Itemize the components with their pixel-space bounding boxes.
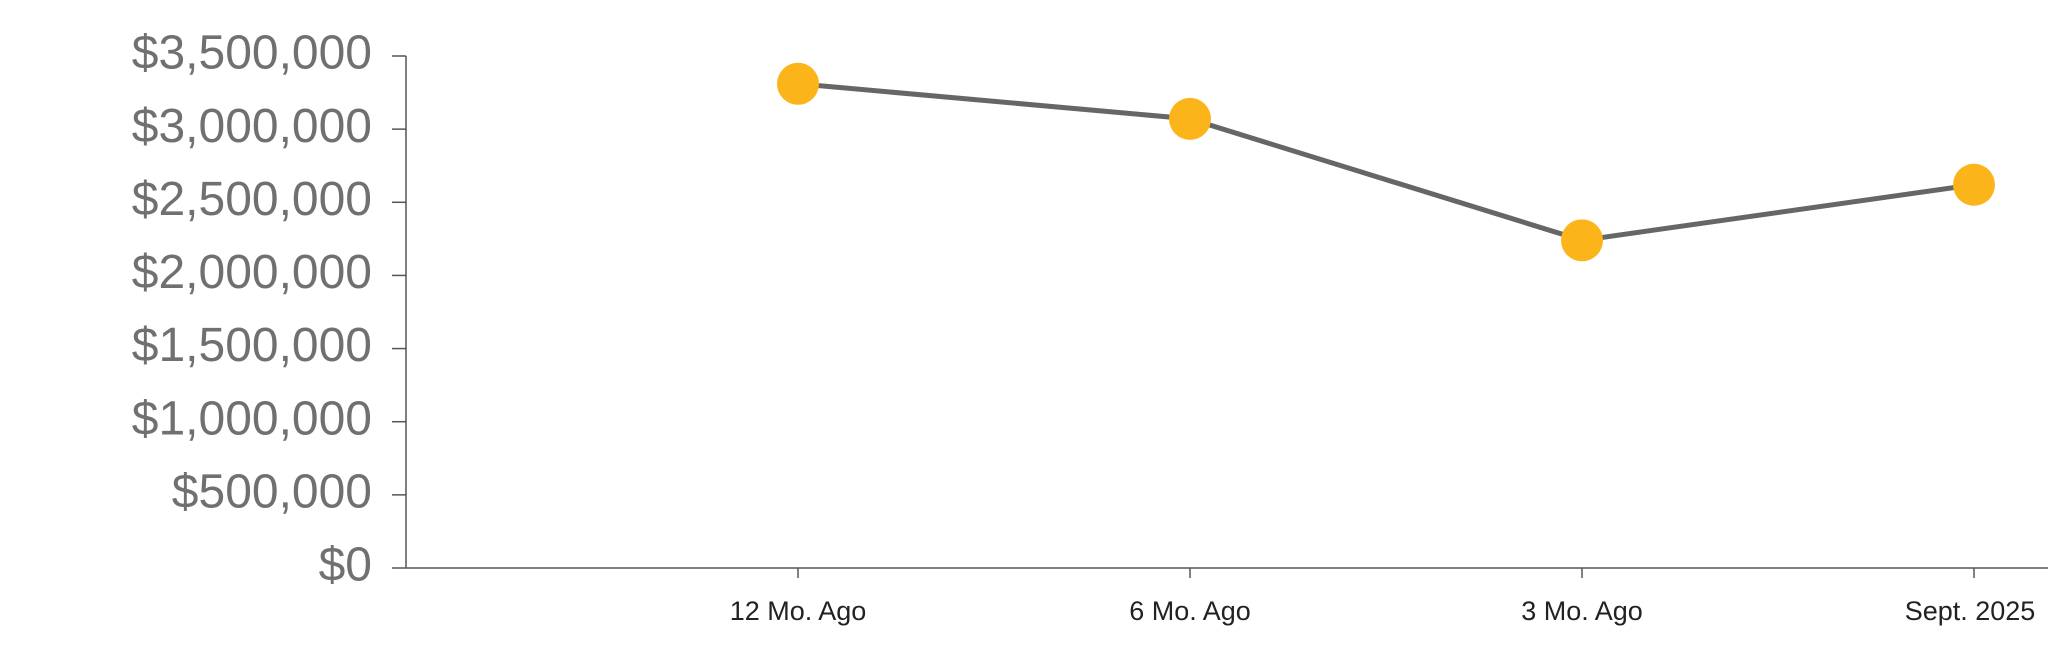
y-tick-label: $0 (319, 539, 372, 592)
y-tick-label: $3,000,000 (132, 100, 372, 153)
y-tick-label: $1,500,000 (132, 319, 372, 372)
x-tick-label: Sept. 2025 (1905, 596, 2036, 626)
y-tick-label: $2,500,000 (132, 173, 372, 226)
point (1561, 219, 1603, 262)
point (1953, 163, 1995, 206)
line (797, 81, 1975, 243)
x-tick-label: 6 Mo. Ago (1129, 596, 1251, 626)
y-tick-label: $500,000 (172, 466, 372, 519)
y-tick-label: $2,000,000 (132, 246, 372, 299)
x-tick-label: 12 Mo. Ago (730, 596, 867, 626)
x-tick-label: 3 Mo. Ago (1521, 596, 1643, 626)
point (777, 62, 819, 105)
point (1169, 97, 1211, 140)
y-tick-label: $3,500,000 (132, 27, 372, 80)
y-tick-label: $1,000,000 (132, 392, 372, 445)
